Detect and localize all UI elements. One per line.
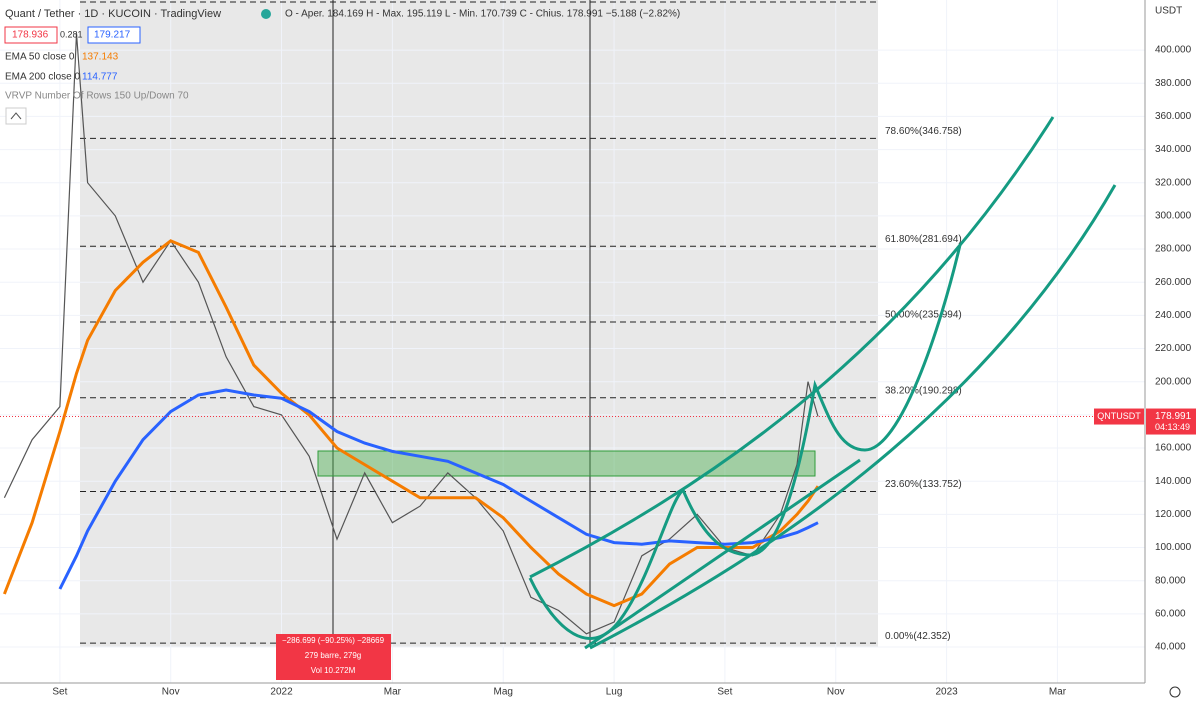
measure-change: −286.699 (−90.25%) −28669 bbox=[282, 636, 385, 645]
indicator-value: 137.143 bbox=[82, 52, 119, 63]
y-tick-label: 60.000 bbox=[1155, 608, 1186, 619]
projection-path bbox=[528, 244, 962, 640]
x-tick-label: Lug bbox=[606, 687, 623, 698]
zone-box bbox=[317, 450, 816, 477]
bid-box[interactable] bbox=[4, 26, 58, 44]
y-tick-label: 140.000 bbox=[1155, 476, 1192, 487]
axes: 40.000 60.000 80.000 100.000 120.000 140.000 1… bbox=[52, 45, 1196, 698]
ohlc: O - Aper. 184.169 H - Max. 195.119 L - M… bbox=[285, 9, 680, 20]
y-tick-label: 400.000 bbox=[1155, 45, 1192, 56]
x-tick-label: Mar bbox=[384, 687, 402, 698]
y-tick-label: 380.000 bbox=[1155, 78, 1192, 89]
y-tick-label: 340.000 bbox=[1155, 144, 1192, 155]
countdown: 04:13:49 bbox=[1155, 422, 1190, 432]
fib-label: 38.20%(190.298) bbox=[885, 385, 962, 396]
measure-bars: 279 barre, 279g bbox=[305, 651, 362, 660]
y-tick-label: 360.000 bbox=[1155, 111, 1192, 122]
y-tick-label: 320.000 bbox=[1155, 177, 1192, 188]
status-dot bbox=[261, 9, 271, 19]
bid: 178.936 bbox=[12, 30, 49, 41]
x-tick-label: Set bbox=[717, 687, 732, 698]
collapse-icon bbox=[10, 112, 22, 120]
indicator: VRVP Number Of Rows 150 Up/Down 70 bbox=[5, 91, 189, 102]
x-tick-label: Nov bbox=[162, 687, 180, 698]
y-tick-label: 200.000 bbox=[1155, 376, 1192, 387]
fib-label: 23.60%(133.752) bbox=[885, 479, 962, 490]
x-tick-label: 2022 bbox=[270, 687, 293, 698]
y-tick-label: 160.000 bbox=[1155, 443, 1192, 454]
y-tick-label: 120.000 bbox=[1155, 509, 1192, 520]
x-tick-label: 2023 bbox=[935, 687, 958, 698]
trend-line bbox=[584, 458, 861, 650]
x-tick-label: Set bbox=[52, 687, 67, 698]
measure-box bbox=[276, 634, 391, 680]
series-line bbox=[3, 33, 819, 635]
symbol-title: Quant / Tether · 1D · KUCOIN · TradingVi… bbox=[5, 8, 221, 20]
y-tick-label: 100.000 bbox=[1155, 542, 1192, 553]
x-tick-label: Mag bbox=[493, 687, 512, 698]
price-axis-bg bbox=[1145, 0, 1200, 701]
last-price: 178.991 bbox=[1155, 411, 1192, 422]
indicator: EMA 200 close 0 bbox=[5, 72, 80, 83]
series-line bbox=[58, 388, 819, 590]
y-tick-label: 80.000 bbox=[1155, 575, 1186, 586]
last-price-tag bbox=[1146, 408, 1196, 435]
indicator-value: 114.777 bbox=[82, 72, 118, 83]
ask-box[interactable] bbox=[87, 26, 141, 44]
y-tick-label: 40.000 bbox=[1155, 642, 1186, 653]
spread: 0.281 bbox=[60, 29, 83, 39]
series bbox=[0, 33, 1145, 635]
ask: 179.217 bbox=[94, 30, 131, 41]
y-tick-label: 280.000 bbox=[1155, 244, 1192, 255]
drawings bbox=[528, 116, 1117, 650]
grid bbox=[0, 0, 1145, 683]
settings-icon[interactable] bbox=[1169, 686, 1181, 698]
y-tick-label: 260.000 bbox=[1155, 277, 1192, 288]
series-line bbox=[3, 239, 820, 608]
symbol-tag-text: QNTUSDT bbox=[1097, 411, 1141, 421]
fib-levels: 78.60%(346.758) 61.80%(281.694) 50.00%(235… bbox=[80, 126, 962, 644]
collapse-button[interactable] bbox=[5, 107, 27, 125]
currency-label: USDT bbox=[1155, 6, 1182, 17]
x-tick-label: Mar bbox=[1049, 687, 1067, 698]
y-tick-label: 240.000 bbox=[1155, 310, 1192, 321]
fib-label: 0.00%(42.352) bbox=[885, 631, 951, 642]
y-tick-label: 220.000 bbox=[1155, 343, 1192, 354]
fib-label: 78.60%(346.758) bbox=[885, 126, 962, 137]
measure-volume: Vol 10.272M bbox=[311, 666, 356, 675]
y-tick-label: 300.000 bbox=[1155, 211, 1192, 222]
fib-label: 61.80%(281.694) bbox=[885, 234, 962, 245]
fib-label: 50.00%(235.994) bbox=[885, 310, 962, 321]
symbol-tag bbox=[1094, 408, 1144, 425]
indicator: EMA 50 close 0 bbox=[5, 52, 75, 63]
channel-upper bbox=[529, 116, 1055, 579]
channel-lower bbox=[589, 184, 1117, 650]
x-tick-label: Nov bbox=[827, 687, 845, 698]
